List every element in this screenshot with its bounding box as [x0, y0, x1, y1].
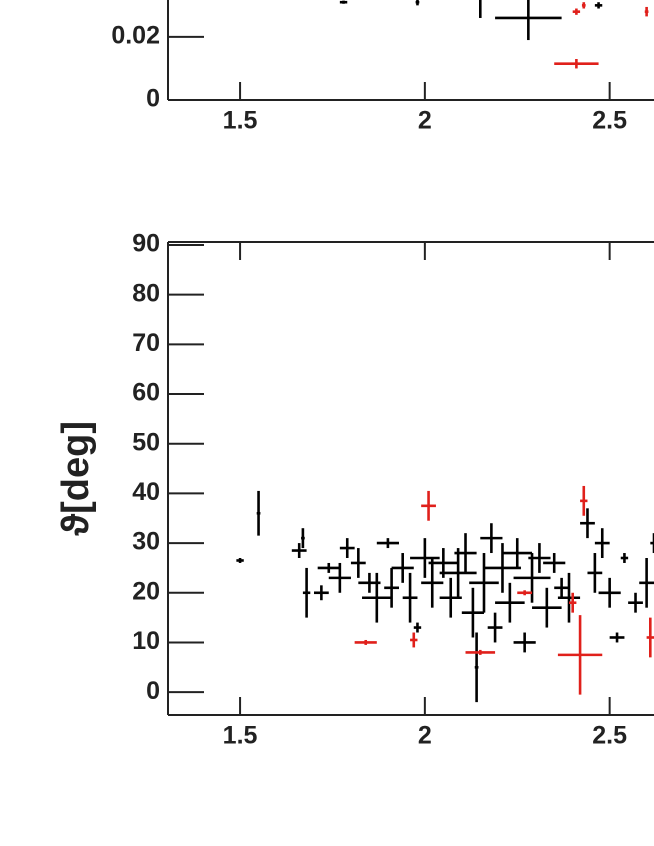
y-tick-label: 70 [132, 329, 160, 357]
y-tick-label: 0.02 [111, 22, 160, 50]
chart: 0 10 20 30 40 50 60 70 80 90 1.5 2 2.5 ϑ[deg] [55, 230, 654, 750]
y-tick-label: 30 [132, 528, 160, 556]
y-tick-label: 0 [146, 677, 160, 705]
x-tick-label: 2 [418, 107, 432, 135]
chart: 0 0.02 1.5 2 2.5 [111, 0, 654, 135]
x-tick-label: 1.5 [223, 722, 258, 750]
y-tick-label: 80 [132, 279, 160, 307]
y-tick-label: 0 [146, 85, 160, 113]
x-tick-label: 2 [418, 722, 432, 750]
y-tick-label: 50 [132, 428, 160, 456]
y-tick-label: 40 [132, 478, 160, 506]
y-tick-label: 90 [132, 230, 160, 258]
y-axis-label: ϑ[deg] [55, 421, 97, 536]
x-tick-label: 2.5 [592, 107, 627, 135]
x-tick-label: 1.5 [223, 107, 258, 135]
y-tick-label: 10 [132, 627, 160, 655]
x-tick-label: 2.5 [592, 722, 627, 750]
y-tick-label: 60 [132, 379, 160, 407]
y-tick-label: 20 [132, 577, 160, 605]
